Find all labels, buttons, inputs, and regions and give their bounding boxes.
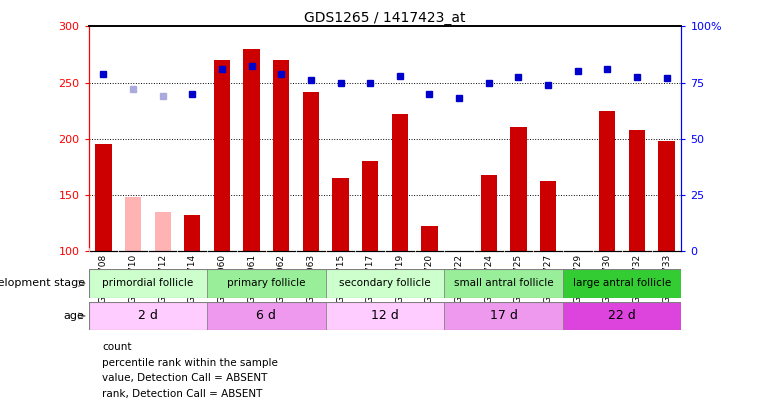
Text: age: age xyxy=(64,311,85,321)
Bar xyxy=(155,212,171,251)
Bar xyxy=(89,302,207,330)
Bar xyxy=(658,141,675,251)
Bar xyxy=(629,130,645,251)
Bar xyxy=(540,181,556,251)
Bar xyxy=(89,269,207,298)
Bar xyxy=(511,128,527,251)
Title: GDS1265 / 1417423_at: GDS1265 / 1417423_at xyxy=(304,11,466,25)
Text: primary follicle: primary follicle xyxy=(227,279,306,288)
Bar xyxy=(207,302,326,330)
Bar xyxy=(480,175,497,251)
Bar xyxy=(563,302,681,330)
Bar xyxy=(243,49,259,251)
Bar xyxy=(273,60,290,251)
Bar xyxy=(303,92,319,251)
Bar xyxy=(326,269,444,298)
Bar xyxy=(599,111,615,251)
Bar xyxy=(444,302,563,330)
Bar xyxy=(95,144,112,251)
Bar xyxy=(333,178,349,251)
Bar xyxy=(563,269,681,298)
Bar xyxy=(125,197,141,251)
Text: 6 d: 6 d xyxy=(256,309,276,322)
Text: count: count xyxy=(102,343,132,352)
Text: percentile rank within the sample: percentile rank within the sample xyxy=(102,358,278,368)
Bar xyxy=(392,114,408,251)
Text: 22 d: 22 d xyxy=(608,309,636,322)
Bar xyxy=(184,215,200,251)
Text: 2 d: 2 d xyxy=(138,309,158,322)
Text: primordial follicle: primordial follicle xyxy=(102,279,193,288)
Text: value, Detection Call = ABSENT: value, Detection Call = ABSENT xyxy=(102,373,268,383)
Text: 12 d: 12 d xyxy=(371,309,399,322)
Text: 17 d: 17 d xyxy=(490,309,517,322)
Text: large antral follicle: large antral follicle xyxy=(573,279,671,288)
Bar xyxy=(421,226,437,251)
Bar xyxy=(207,269,326,298)
Text: development stage: development stage xyxy=(0,279,85,288)
Bar xyxy=(214,60,230,251)
Bar xyxy=(326,302,444,330)
Bar xyxy=(362,161,378,251)
Text: secondary follicle: secondary follicle xyxy=(340,279,430,288)
Text: rank, Detection Call = ABSENT: rank, Detection Call = ABSENT xyxy=(102,389,263,399)
Text: small antral follicle: small antral follicle xyxy=(454,279,554,288)
Bar xyxy=(444,269,563,298)
